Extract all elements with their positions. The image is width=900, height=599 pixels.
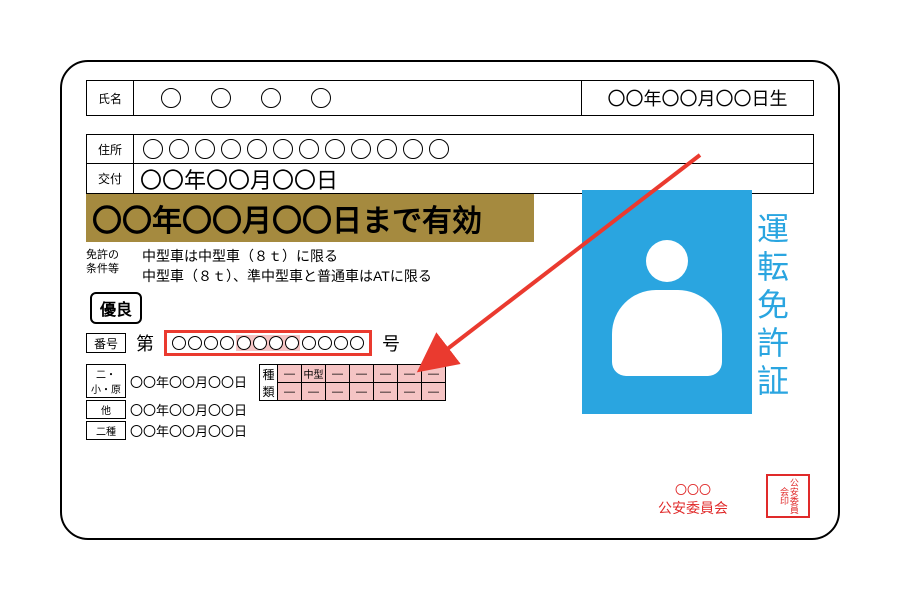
name-value xyxy=(134,80,582,116)
category-grid: 種類 —中型————— ——————— xyxy=(259,364,446,401)
label-row-a: 二・小・原 xyxy=(86,364,126,398)
person-icon-body xyxy=(612,290,722,376)
number-highlight-box xyxy=(164,330,372,356)
label-issued: 交付 xyxy=(86,164,134,194)
issuer-block: 〇〇〇 公安委員会 xyxy=(658,481,728,518)
label-number: 番号 xyxy=(86,333,126,353)
label-row-c: 二種 xyxy=(86,421,126,440)
birth-value: 〇〇年〇〇月〇〇日生 xyxy=(582,80,814,116)
expiry-text: 〇〇年〇〇月〇〇日まで有効 xyxy=(92,196,482,240)
badge-excellent: 優良 xyxy=(90,292,142,324)
label-row-b: 他 xyxy=(86,400,126,419)
label-conditions: 免許の 条件等 xyxy=(86,246,134,286)
label-name: 氏名 xyxy=(86,80,134,116)
expiry-bar: 〇〇年〇〇月〇〇日まで有効 xyxy=(86,194,534,242)
license-title-vertical: 運転免許証 xyxy=(748,212,794,402)
license-card: 氏名 〇〇年〇〇月〇〇日生 住所 交付 〇〇年〇〇月〇〇日 〇〇年〇〇月〇〇日ま… xyxy=(60,60,840,540)
number-suffix: 号 xyxy=(382,330,400,356)
label-address: 住所 xyxy=(86,134,134,164)
photo-placeholder xyxy=(582,190,752,414)
number-prefix: 第 xyxy=(136,330,154,356)
seal-stamp: 公安委員会印 xyxy=(766,474,810,518)
date-a: 〇〇年〇〇月〇〇日 xyxy=(130,364,247,398)
address-value xyxy=(134,134,814,164)
person-icon-head xyxy=(646,240,688,282)
date-c: 〇〇年〇〇月〇〇日 xyxy=(130,421,247,440)
date-b: 〇〇年〇〇月〇〇日 xyxy=(130,400,247,419)
